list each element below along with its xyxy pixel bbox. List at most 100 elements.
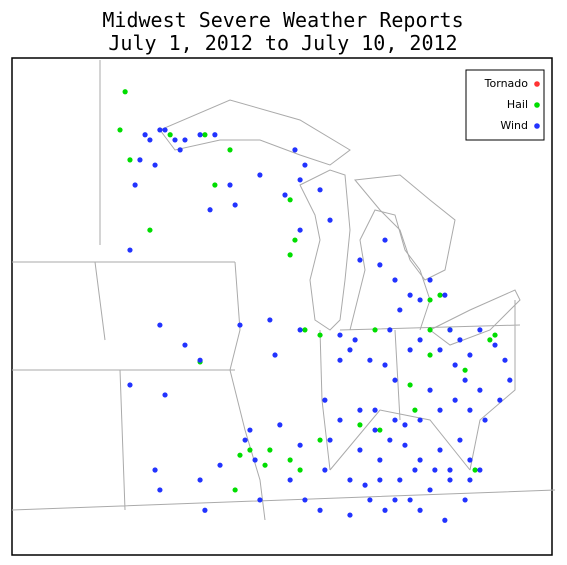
report-dot [217, 462, 223, 468]
report-dot [492, 332, 498, 338]
report-dot [142, 132, 148, 138]
report-dot [127, 382, 133, 388]
report-dot [412, 407, 418, 413]
basemap [11, 60, 556, 521]
report-dot [157, 322, 163, 328]
report-dot [297, 442, 303, 448]
report-dot [417, 297, 423, 303]
legend-label: Hail [507, 98, 528, 111]
report-dot [397, 307, 403, 313]
report-dot [257, 172, 263, 178]
report-dot [357, 257, 363, 263]
report-dot [157, 487, 163, 493]
report-dot [212, 182, 218, 188]
report-dot [427, 387, 433, 393]
report-dot [352, 337, 358, 343]
report-dot [437, 407, 443, 413]
report-dot [407, 382, 413, 388]
report-dot [452, 397, 458, 403]
report-dot [397, 477, 403, 483]
report-dot [267, 447, 273, 453]
report-dot [407, 347, 413, 353]
report-dot [237, 452, 243, 458]
report-dot [447, 467, 453, 473]
report-dot [212, 132, 218, 138]
report-dot [452, 362, 458, 368]
report-dot [237, 322, 243, 328]
report-dot [177, 147, 183, 153]
report-dot [327, 217, 333, 223]
report-dot [457, 437, 463, 443]
legend-label: Wind [500, 119, 528, 132]
report-dot [367, 497, 373, 503]
report-dot [287, 252, 293, 258]
report-dot [162, 127, 168, 133]
report-dot [282, 192, 288, 198]
report-dot [417, 417, 423, 423]
map-frame [11, 57, 553, 556]
report-dot [232, 487, 238, 493]
report-dot [292, 237, 298, 243]
report-dot [297, 177, 303, 183]
report-dot [477, 467, 483, 473]
report-dot [127, 157, 133, 163]
report-dot [252, 457, 258, 463]
legend-box [465, 69, 545, 141]
report-dot [182, 342, 188, 348]
report-dot [152, 162, 158, 168]
report-dot [152, 467, 158, 473]
report-dot [317, 187, 323, 193]
report-dot [437, 292, 443, 298]
report-dot [442, 517, 448, 523]
report-dot [297, 467, 303, 473]
report-dot [382, 362, 388, 368]
report-dot [242, 437, 248, 443]
report-dot [132, 182, 138, 188]
legend-marker [534, 102, 540, 108]
report-dot [202, 507, 208, 513]
report-dot [462, 377, 468, 383]
report-dot [227, 147, 233, 153]
report-dot [392, 497, 398, 503]
report-dot [357, 447, 363, 453]
report-dot [287, 457, 293, 463]
report-dot [287, 197, 293, 203]
report-dot [472, 467, 478, 473]
report-dot [427, 487, 433, 493]
report-dot [322, 467, 328, 473]
report-dot [402, 442, 408, 448]
report-dot [457, 337, 463, 343]
report-dot [447, 327, 453, 333]
report-dot [302, 162, 308, 168]
report-dot [427, 352, 433, 358]
report-dot [467, 407, 473, 413]
report-dot [407, 497, 413, 503]
report-dot [362, 482, 368, 488]
report-dot [277, 422, 283, 428]
legend-marker [534, 81, 540, 87]
report-dot [272, 352, 278, 358]
report-dot [127, 247, 133, 253]
report-dot [392, 377, 398, 383]
map-title: Midwest Severe Weather Reports [102, 8, 463, 32]
report-dot [227, 182, 233, 188]
report-dot [432, 467, 438, 473]
report-dot [317, 437, 323, 443]
report-dot [122, 89, 128, 95]
report-dot [507, 377, 513, 383]
report-dot [347, 477, 353, 483]
report-dot [482, 417, 488, 423]
report-dot [317, 507, 323, 513]
report-dot [427, 327, 433, 333]
report-dot [497, 397, 503, 403]
report-dot [232, 202, 238, 208]
report-dot [427, 277, 433, 283]
report-dot [337, 417, 343, 423]
report-dot [372, 327, 378, 333]
report-dot [437, 347, 443, 353]
report-dot [202, 132, 208, 138]
report-dot [462, 367, 468, 373]
report-dot [167, 132, 173, 138]
report-dot [477, 387, 483, 393]
